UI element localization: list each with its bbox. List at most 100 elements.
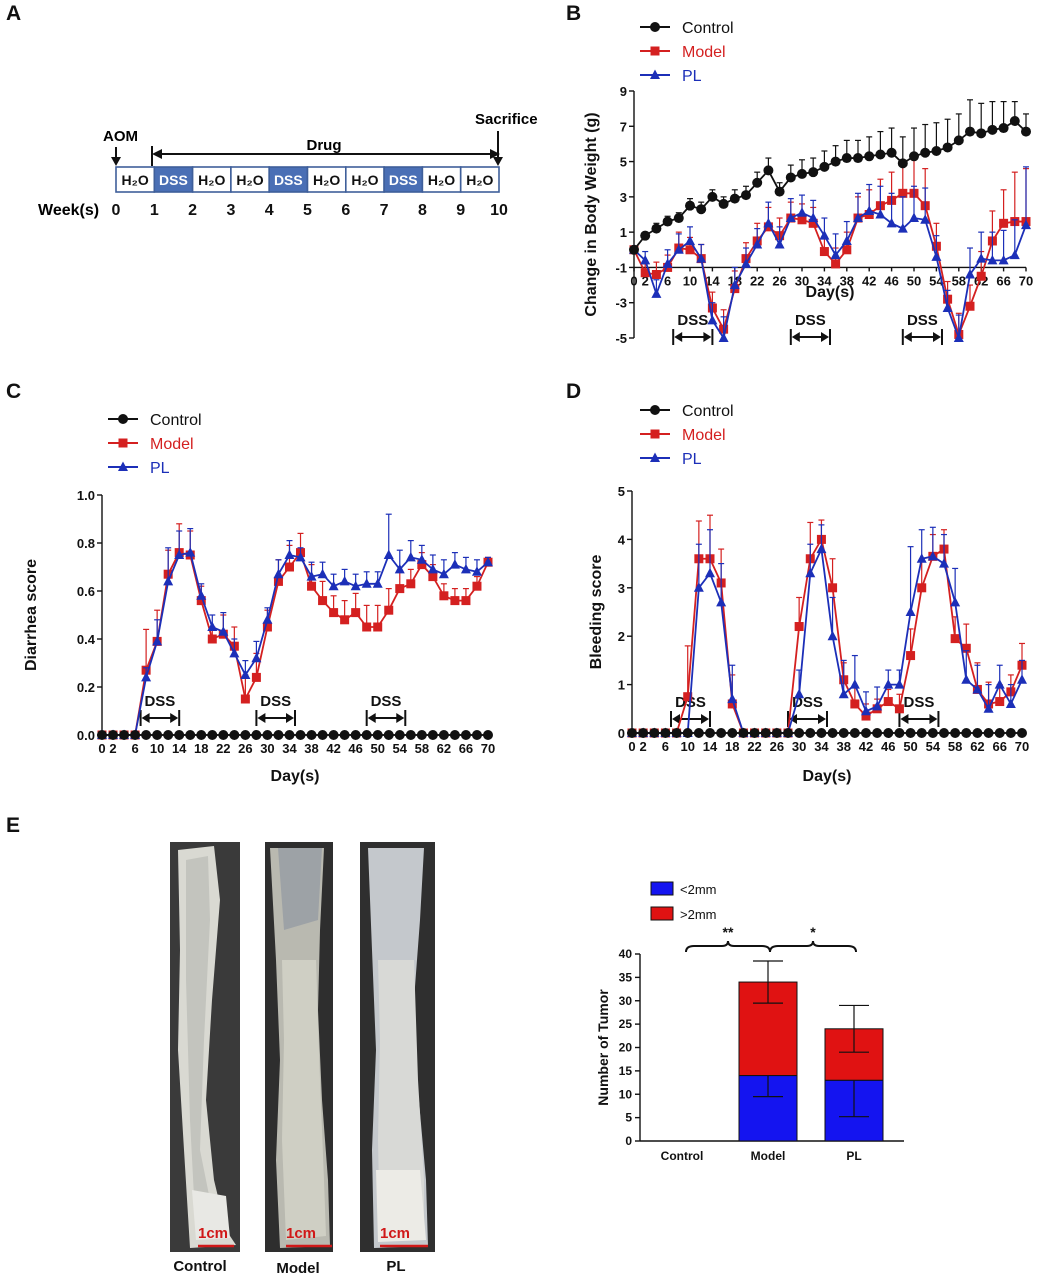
x-tick-label: 50 (907, 273, 921, 288)
point-control (372, 730, 383, 740)
point-pl (707, 314, 718, 325)
point-model (819, 247, 829, 257)
point-pl (894, 679, 905, 689)
timeline-cell-4 (268, 166, 309, 193)
point-model (240, 694, 250, 704)
drug-arrow-right (490, 149, 500, 159)
point-control (483, 730, 493, 740)
y-tick-label: -3 (615, 296, 627, 311)
point-control (229, 730, 240, 740)
scale-label-pl: 1cm (380, 1225, 410, 1242)
point-pl (942, 302, 953, 313)
y-tick-label: 0.2 (77, 680, 95, 695)
point-control (972, 728, 983, 738)
point-model (950, 634, 960, 644)
x-tick-label: 70 (1019, 273, 1033, 288)
point-pl (438, 568, 449, 579)
point-pl (240, 669, 251, 679)
point-control (651, 223, 662, 234)
dss-arrowhead-left (900, 714, 909, 724)
point-pl (987, 254, 998, 265)
y-tick-label: 5 (620, 155, 627, 170)
point-control (894, 728, 905, 738)
legend: Control Model PL (640, 403, 734, 468)
y-tick-label: 5 (625, 1111, 632, 1125)
x-tick-label: 18 (194, 741, 208, 756)
point-model (439, 591, 449, 601)
point-control (909, 151, 919, 162)
y-tick-label: 0.6 (77, 584, 95, 599)
point-control (207, 730, 218, 740)
point-pl (965, 268, 975, 279)
week-tick-1: 1 (150, 202, 159, 219)
dss-arrowhead-right (396, 713, 405, 723)
week-tick-3: 3 (226, 202, 235, 219)
point-model (961, 643, 971, 653)
x-tick-label: 2 (642, 273, 649, 288)
point-pl (207, 621, 218, 631)
point-pl (875, 209, 886, 219)
x-tick-label: 10 (680, 739, 694, 754)
point-model (650, 46, 660, 56)
point-pl (931, 251, 942, 261)
point-control (718, 198, 729, 209)
timeline-cell-2 (191, 166, 232, 193)
timeline-cell-label-5: H₂O (313, 172, 340, 188)
point-pl (816, 543, 827, 554)
point-model (461, 596, 471, 606)
legend-label-0: <2mm (680, 882, 716, 897)
point-control (942, 142, 953, 153)
point-model (861, 711, 871, 721)
point-model (685, 245, 695, 255)
point-control (350, 730, 361, 740)
week-tick-8: 8 (418, 202, 427, 219)
x-tick-label: 6 (664, 273, 671, 288)
timeline-cell-6 (344, 166, 385, 193)
x-tick-label: 34 (814, 739, 829, 754)
point-pl (718, 332, 729, 342)
point-control (953, 135, 964, 146)
timeline-panel: A AOM Sacrifice Drug H₂O DSS H₂O H₂O DSS H₂O H… (6, 2, 538, 219)
x-tick-label: 38 (840, 273, 854, 288)
dss-arrowhead-left (367, 713, 376, 723)
point-pl (273, 568, 284, 579)
y-tick-label: 1 (620, 225, 627, 240)
point-pl (218, 626, 229, 636)
point-control (707, 191, 718, 202)
point-pl (662, 258, 673, 268)
point-model (384, 605, 394, 615)
x-tick-label: 46 (884, 273, 898, 288)
point-pl (939, 558, 949, 568)
x-tick-label: 42 (859, 739, 873, 754)
x-tick-label: 58 (952, 273, 966, 288)
point-pl (861, 705, 871, 716)
point-control (1005, 728, 1016, 738)
point-control (152, 730, 163, 740)
point-control (987, 124, 998, 135)
point-pl (651, 288, 662, 298)
point-control (816, 728, 827, 738)
x-tick-label: 66 (996, 273, 1010, 288)
x-tick-label: 2 (640, 739, 647, 754)
point-control (163, 730, 174, 740)
point-control (262, 730, 273, 740)
point-pl (994, 679, 1005, 689)
point-control (174, 730, 185, 740)
dss-label: DSS (144, 693, 175, 710)
point-control (994, 728, 1005, 738)
panel-letter-e: E (6, 814, 20, 837)
point-control (749, 728, 760, 738)
legend-label-pl: PL (682, 451, 702, 468)
point-model (831, 259, 841, 269)
x-tick-label: 58 (948, 739, 962, 754)
dss-arrowhead-left (789, 714, 797, 724)
point-pl (427, 563, 438, 574)
point-model (898, 188, 908, 198)
series-line-control (633, 119, 1027, 251)
y-tick-label: 1.0 (77, 488, 95, 503)
point-control (405, 730, 416, 740)
point-pl (897, 223, 908, 233)
y-tick-label: 4 (618, 532, 626, 547)
x-tick-label: 66 (992, 739, 1006, 754)
y-tick-label: 3 (618, 581, 625, 596)
